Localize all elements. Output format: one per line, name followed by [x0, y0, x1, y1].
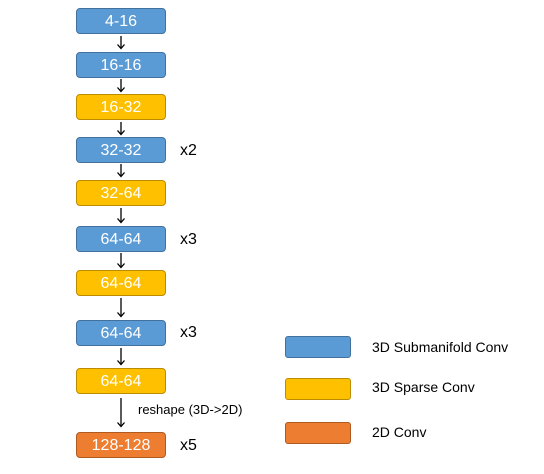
arrow-down-icon	[115, 348, 127, 366]
block-64-64-a: 64-64	[76, 226, 166, 252]
block-128-128: 128-128	[76, 432, 166, 458]
arrow-down-icon	[115, 398, 127, 428]
legend-label-sparse: 3D Sparse Conv	[372, 379, 475, 395]
block-32-64: 32-64	[76, 180, 166, 206]
arrow-down-icon	[115, 164, 127, 178]
legend-swatch-2d-conv	[285, 422, 351, 444]
block-64-64-c: 64-64	[76, 320, 166, 346]
arrow-down-icon	[115, 79, 127, 93]
legend-swatch-submanifold	[285, 336, 351, 358]
repeat-label-128-128: x5	[180, 437, 197, 454]
block-16-32: 16-32	[76, 94, 166, 120]
arrow-down-icon	[115, 298, 127, 318]
arrow-down-icon	[115, 253, 127, 269]
block-64-64-d: 64-64	[76, 368, 166, 394]
arrow-down-icon	[115, 122, 127, 136]
block-4-16: 4-16	[76, 8, 166, 34]
arrow-down-icon	[115, 36, 127, 50]
legend-label-2d-conv: 2D Conv	[372, 424, 427, 440]
block-64-64-b: 64-64	[76, 270, 166, 296]
reshape-note: reshape (3D->2D)	[138, 402, 243, 417]
repeat-label-64-64-a: x3	[180, 231, 197, 248]
repeat-label-32-32: x2	[180, 142, 197, 159]
block-32-32: 32-32	[76, 137, 166, 163]
repeat-label-64-64-c: x3	[180, 324, 197, 341]
legend-swatch-sparse	[285, 378, 351, 400]
arrow-down-icon	[115, 208, 127, 224]
legend-label-submanifold: 3D Submanifold Conv	[372, 339, 509, 355]
block-16-16: 16-16	[76, 52, 166, 78]
